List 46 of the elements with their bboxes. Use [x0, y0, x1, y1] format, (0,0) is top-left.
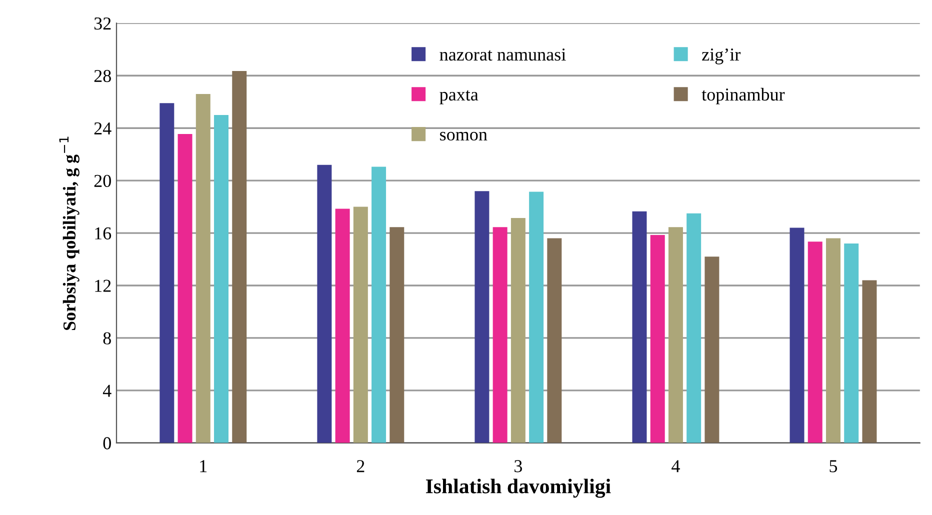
- bar: [160, 103, 174, 443]
- bar: [686, 213, 702, 443]
- bar: [668, 227, 683, 443]
- bar: [704, 256, 720, 443]
- bar: [196, 94, 210, 443]
- bar: [178, 134, 192, 443]
- legend-label: nazorat namunasi: [440, 48, 566, 61]
- y-tick-label: 16: [95, 227, 112, 240]
- legend-label: topinambur: [702, 88, 785, 104]
- bar: [632, 211, 647, 443]
- x-axis-title: Ishlatish davomiyligi: [426, 478, 611, 498]
- bar: [372, 166, 386, 443]
- bar: [808, 242, 822, 443]
- bar: [529, 192, 544, 443]
- bar: [335, 208, 350, 443]
- bar: [317, 164, 332, 443]
- bar: [474, 191, 490, 443]
- y-tick-label: 32: [94, 17, 111, 30]
- y-tick-label: 4: [102, 384, 112, 397]
- bar: [390, 227, 404, 443]
- bar: [492, 227, 508, 443]
- legend-label: zig’ir: [702, 48, 741, 64]
- bar: [214, 114, 228, 443]
- x-tick-label: 4: [672, 460, 680, 472]
- legend-label: paxta: [440, 90, 478, 104]
- bar: [547, 238, 562, 443]
- y-axis-title: Sorbsiya qobiliyati, g g$^{−1}$: [59, 136, 80, 330]
- x-tick-label: 2: [356, 460, 364, 472]
- bar: [790, 228, 804, 443]
- bar: [232, 71, 247, 443]
- bar: [510, 218, 526, 443]
- x-tick-label: 5: [830, 460, 838, 472]
- bar: [353, 206, 368, 443]
- legend-label: somon: [440, 132, 488, 141]
- bar: [862, 280, 877, 443]
- y-tick-label: 24: [94, 122, 112, 134]
- y-tick-label: 8: [103, 332, 111, 344]
- y-tick-label: 28: [94, 70, 111, 82]
- y-tick-label: 12: [95, 280, 111, 292]
- y-tick-label: 0: [103, 437, 111, 450]
- bar: [844, 244, 859, 443]
- x-tick-label: 3: [514, 460, 522, 472]
- x-tick-label: 1: [200, 460, 207, 472]
- y-tick-label: 20: [94, 174, 111, 188]
- bar: [826, 238, 840, 443]
- bar: [650, 235, 665, 443]
